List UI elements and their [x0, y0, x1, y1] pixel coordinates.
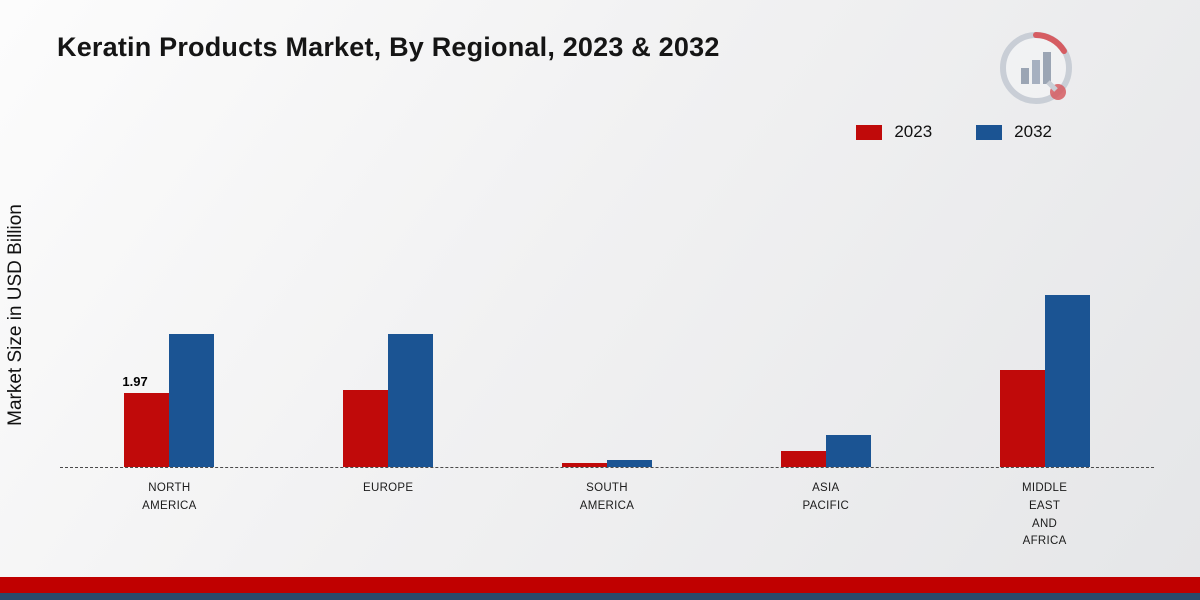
category-group-asia-pacific: ASIA PACIFIC — [716, 170, 935, 512]
brand-logo-graphic — [1000, 32, 1072, 104]
category-label-asia-pacific: ASIA PACIFIC — [716, 480, 935, 516]
category-label-line: EUROPE — [363, 482, 414, 494]
footer-red-band — [0, 577, 1200, 593]
legend-label-2032: 2032 — [1014, 122, 1052, 141]
legend: 2023 2032 — [856, 122, 1052, 142]
bars-europe — [343, 333, 434, 467]
category-label-middle-east-and-africa: MIDDLE EAST AND AFRICA — [935, 480, 1154, 551]
bar-2032-north-america — [169, 333, 215, 467]
legend-label-2023: 2023 — [894, 122, 933, 141]
chart-title: Keratin Products Market, By Regional, 20… — [57, 32, 720, 62]
bar-2023-north-america: 1.97 — [122, 374, 170, 467]
legend-item-2023[interactable]: 2023 — [856, 122, 932, 142]
y-axis-title: Market Size in USD Billion — [4, 165, 28, 465]
bar-2032-middle-east-and-africa — [1044, 294, 1090, 467]
category-label-line: AFRICA — [1022, 535, 1067, 548]
legend-item-2032[interactable]: 2032 — [976, 122, 1052, 142]
bar-groups: 1.97 NORTH AMERICA EUROPE SOUTH AMERICA ASIA PA… — [60, 170, 1154, 547]
category-label-line: SOUTH — [586, 482, 628, 494]
category-label-line: ASIA — [812, 482, 840, 494]
bars-asia-pacific — [780, 435, 871, 467]
bar-2023-europe — [343, 390, 389, 467]
bar-2032-asia-pacific — [825, 435, 871, 467]
category-label-europe: EUROPE — [279, 480, 498, 498]
bar-2023-middle-east-and-africa — [999, 369, 1045, 467]
category-label-south-america: SOUTH AMERICA — [498, 480, 717, 516]
bars-north-america: 1.97 — [122, 333, 215, 467]
legend-swatch-2023 — [856, 124, 883, 140]
category-label-north-america: NORTH AMERICA — [60, 480, 279, 516]
category-label-line: MIDDLE — [1021, 482, 1068, 494]
legend-swatch-2032 — [976, 124, 1003, 140]
category-group-middle-east-and-africa: MIDDLE EAST AND AFRICA — [935, 170, 1154, 547]
category-label-line: NORTH — [148, 482, 191, 494]
category-group-south-america: SOUTH AMERICA — [498, 170, 717, 512]
plot-area: 1.97 NORTH AMERICA EUROPE SOUTH AMERICA ASIA PA… — [60, 170, 1154, 547]
category-group-europe: EUROPE — [279, 170, 498, 494]
bar-2023-south-america — [561, 462, 607, 467]
y-axis-title-text: Market Size in USD Billion — [5, 204, 26, 426]
category-label-line: AMERICA — [142, 499, 197, 512]
category-group-north-america: 1.97 NORTH AMERICA — [60, 170, 279, 512]
bar-2032-europe — [388, 333, 434, 467]
category-label-line: EAST — [1028, 499, 1061, 512]
bar-2032-south-america — [606, 459, 652, 467]
bars-middle-east-and-africa — [999, 294, 1090, 467]
brand-logo — [990, 28, 1082, 119]
bars-south-america — [561, 459, 652, 467]
category-label-line: AMERICA — [579, 499, 635, 512]
category-label-line: AND — [1031, 517, 1058, 530]
footer-blue-band — [0, 593, 1200, 600]
category-label-line: PACIFIC — [802, 499, 850, 512]
bar-2023-asia-pacific — [780, 451, 826, 467]
bar-value-label-2023-north-america: 1.97 — [122, 374, 148, 390]
